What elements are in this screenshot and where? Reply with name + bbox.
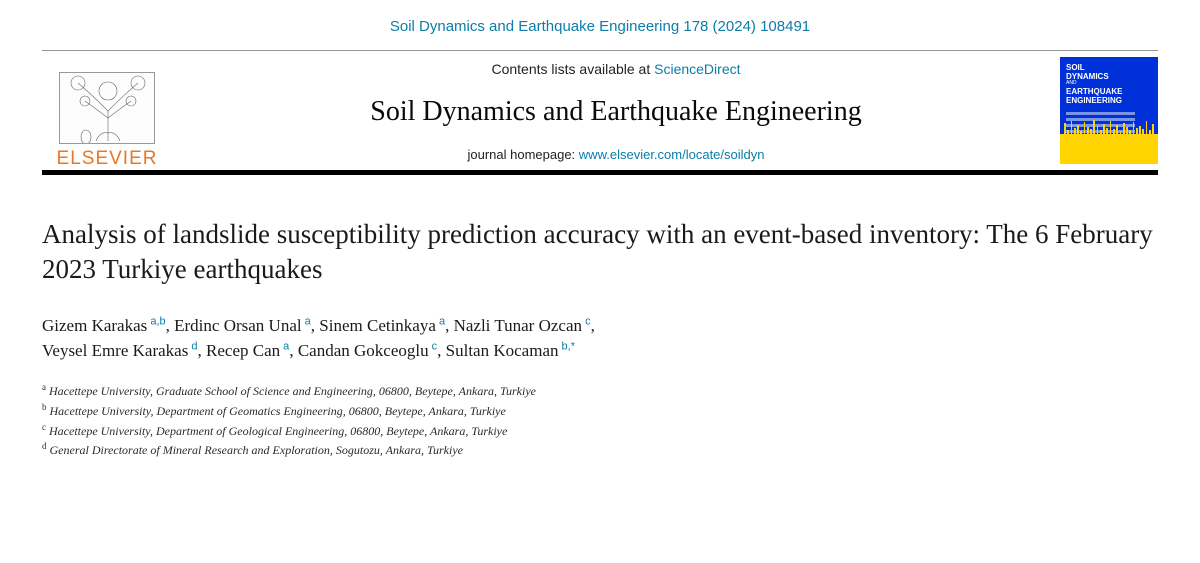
cover-skyline-spikes [1060,120,1158,134]
author: Recep Can [206,341,280,360]
contents-prefix: Contents lists available at [491,61,654,77]
author-list: Gizem Karakas a,b, Erdinc Orsan Unal a, … [42,314,1158,363]
author: Sultan Kocaman [446,341,559,360]
author: Veysel Emre Karakas [42,341,188,360]
publisher-name: ELSEVIER [57,148,158,170]
author-affiliation-mark: c [582,315,591,327]
contents-available-line: Contents lists available at ScienceDirec… [182,61,1050,77]
publisher-logo: ELSEVIER [42,51,182,170]
affiliation: bHacettepe University, Department of Geo… [42,401,1158,421]
affiliation-key: a [42,382,46,392]
sciencedirect-link[interactable]: ScienceDirect [654,61,740,77]
affiliation-key: c [42,422,46,432]
journal-homepage-link[interactable]: www.elsevier.com/locate/soildyn [579,147,765,162]
author-affiliation-mark: a [302,315,311,327]
affiliation-list: aHacettepe University, Graduate School o… [42,381,1158,459]
journal-name: Soil Dynamics and Earthquake Engineering [182,96,1050,128]
affiliation-key: d [42,441,47,451]
author-affiliation-mark: a,b [147,315,165,327]
author: Candan Gokceoglu [298,341,429,360]
cover-line3: EARTHQUAKE [1066,87,1122,96]
journal-header-block: ELSEVIER Contents lists available at Sci… [42,50,1158,175]
affiliation: cHacettepe University, Department of Geo… [42,421,1158,441]
cover-title: SOIL DYNAMICS AND EARTHQUAKE ENGINEERING [1066,63,1152,106]
affiliation: aHacettepe University, Graduate School o… [42,381,1158,401]
journal-homepage-line: journal homepage: www.elsevier.com/locat… [182,147,1050,162]
elsevier-tree-icon [59,72,155,144]
author: Nazli Tunar Ozcan [454,316,582,335]
author: Sinem Cetinkaya [319,316,436,335]
author-affiliation-mark: d [188,340,197,352]
author: Erdinc Orsan Unal [174,316,301,335]
cover-line4: ENGINEERING [1066,96,1122,105]
homepage-prefix: journal homepage: [467,147,578,162]
affiliation: dGeneral Directorate of Mineral Research… [42,440,1158,460]
cover-line1: SOIL [1066,63,1085,72]
author-affiliation-mark: a [280,340,289,352]
author: Gizem Karakas [42,316,147,335]
affiliation-key: b [42,402,47,412]
journal-cover-thumbnail: SOIL DYNAMICS AND EARTHQUAKE ENGINEERING [1060,57,1158,164]
cover-skyline-base [1060,134,1158,164]
article-title: Analysis of landslide susceptibility pre… [42,217,1158,286]
citation-header: Soil Dynamics and Earthquake Engineering… [42,18,1158,35]
header-center: Contents lists available at ScienceDirec… [182,51,1050,170]
author-affiliation-mark: c [429,340,438,352]
author-affiliation-mark: a [436,315,445,327]
author-affiliation-mark: b,* [559,340,576,352]
